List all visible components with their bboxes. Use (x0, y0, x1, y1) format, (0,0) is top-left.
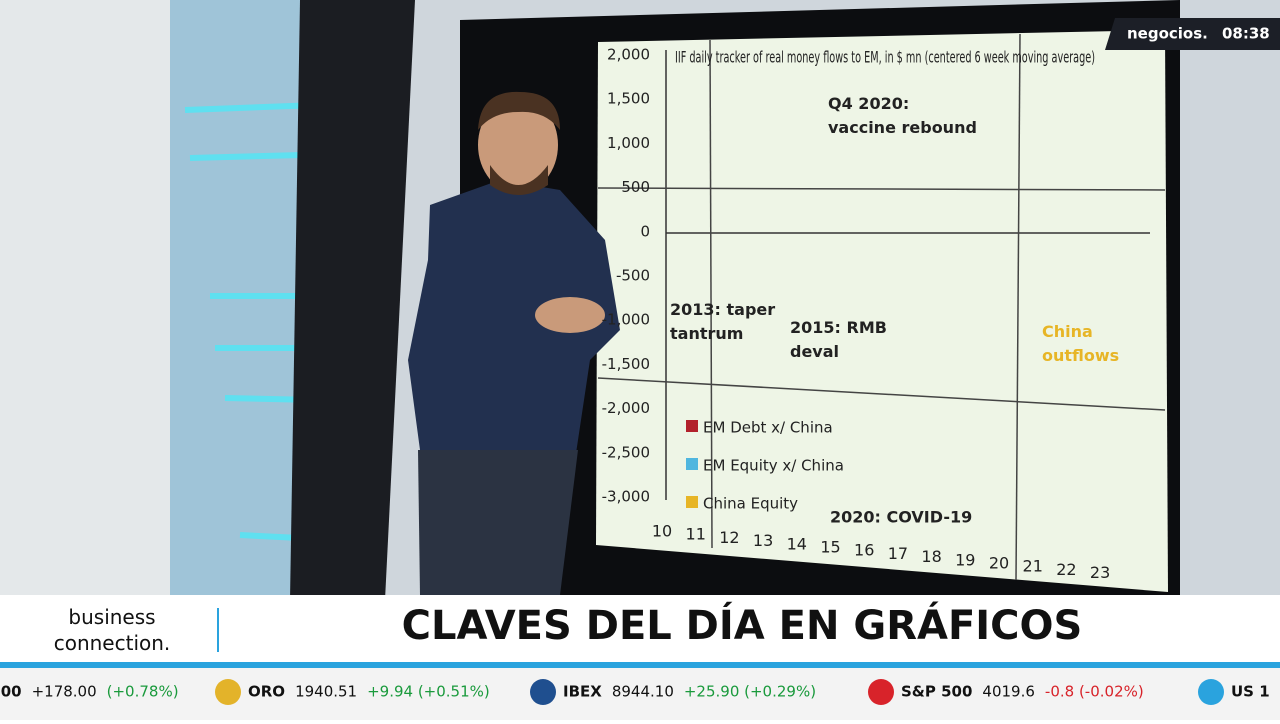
y-tick-label: 500 (621, 178, 650, 196)
y-tick-label: -1,000 (602, 311, 650, 329)
x-tick-label: 20 (989, 554, 1009, 573)
lower-third (0, 595, 1280, 662)
x-tick-label: 21 (1023, 557, 1043, 576)
annotation: 2020: COVID-19 (830, 508, 972, 527)
x-tick-label: 19 (955, 550, 975, 569)
annotation-line: outflows (1042, 346, 1119, 365)
annotation-line: 2013: taper (670, 300, 775, 319)
ticker-change: (+0.78%) (107, 683, 179, 701)
ticker-change: +25.90 (+0.29%) (684, 683, 816, 701)
studio-column (290, 0, 415, 600)
x-tick-label: 22 (1056, 560, 1076, 579)
program-name: business connection. (54, 605, 171, 655)
ticker-change: +9.94 (+0.51%) (367, 683, 490, 701)
x-tick-label: 18 (921, 547, 941, 566)
x-tick-label: 12 (719, 528, 739, 547)
screen-seams (597, 33, 1166, 581)
ticker-icon (530, 679, 556, 705)
ticker-items: .00 +178.00 (+0.78%) ORO 1940.51 +9.94 (+0.51… (0, 679, 1270, 705)
x-tick-label: 13 (753, 531, 773, 550)
program-line: connection. (54, 631, 171, 655)
annotation-line: China (1042, 322, 1093, 341)
program-line: business (68, 605, 155, 629)
legend-swatch (686, 458, 698, 470)
ticker-name: IBEX (563, 683, 602, 701)
annotation-line: vaccine rebound (828, 118, 977, 137)
ticker-price: +178.00 (32, 683, 97, 701)
x-tick-label: 23 (1090, 563, 1110, 582)
annotation: 2015: RMB deval (790, 318, 887, 361)
headline: CLAVES DEL DÍA EN GRÁFICOS (402, 601, 1083, 649)
y-tick-label: -1,500 (602, 355, 650, 373)
ticker-price: 8944.10 (612, 683, 674, 701)
y-tick-label: 1,000 (607, 134, 650, 152)
legend-swatch (686, 496, 698, 508)
annotation-line: Q4 2020: (828, 94, 909, 113)
ticker-price: 1940.51 (295, 683, 357, 701)
studio-pillar (0, 0, 170, 600)
y-tick-label: -3,000 (602, 488, 650, 506)
presenter (408, 91, 620, 595)
annotation-line: 2015: RMB (790, 318, 887, 337)
ticker-icon (1198, 679, 1224, 705)
annotation-line: tantrum (670, 324, 743, 343)
channel-name: negocios. (1127, 25, 1208, 43)
ticker-change: -0.8 (-0.02%) (1045, 683, 1144, 701)
chart-screen (596, 30, 1168, 592)
ticker-price: 4019.6 (982, 683, 1035, 701)
annotation: China outflows (1042, 322, 1119, 365)
legend-label: EM Debt x/ China (703, 419, 833, 437)
legend-label: China Equity (703, 495, 798, 513)
lower-third-stripe (0, 662, 1280, 668)
ticker-name: .00 (0, 683, 22, 701)
y-tick-label: 1,500 (607, 90, 650, 108)
x-tick-label: 17 (888, 544, 908, 563)
annotation-line: deval (790, 342, 839, 361)
channel-bug (1105, 18, 1280, 50)
ticker-icon (868, 679, 894, 705)
ticker-name: ORO (248, 683, 285, 701)
ticker-icon (215, 679, 241, 705)
y-tick-label: -2,500 (602, 443, 650, 461)
clock: 08:38 (1222, 25, 1270, 43)
y-tick-label: -2,000 (602, 399, 650, 417)
chart-title: IIF daily tracker of real money flows to… (675, 48, 1095, 67)
ticker-name: US 1 (1231, 683, 1270, 701)
ticker (0, 668, 1280, 720)
annotation: Q4 2020: vaccine rebound (828, 94, 977, 137)
legend: EM Debt x/ China EM Equity x/ China China … (686, 419, 844, 513)
ticker-name: S&P 500 (901, 683, 972, 701)
x-tick-label: 15 (820, 538, 840, 557)
legend-label: EM Equity x/ China (703, 457, 844, 475)
y-tick-label: -500 (616, 267, 650, 285)
y-tick-label: 2,000 (607, 46, 650, 64)
legend-swatch (686, 420, 698, 432)
x-tick-label: 10 (652, 522, 672, 541)
x-tick-label: 14 (787, 534, 807, 553)
x-tick-label: 11 (686, 525, 706, 544)
x-tick-label: 16 (854, 541, 874, 560)
y-tick-label: 0 (640, 222, 650, 240)
annotations: Q4 2020: vaccine rebound 2013: taper tantru… (670, 94, 1119, 527)
annotation: 2013: taper tantrum (670, 300, 775, 343)
